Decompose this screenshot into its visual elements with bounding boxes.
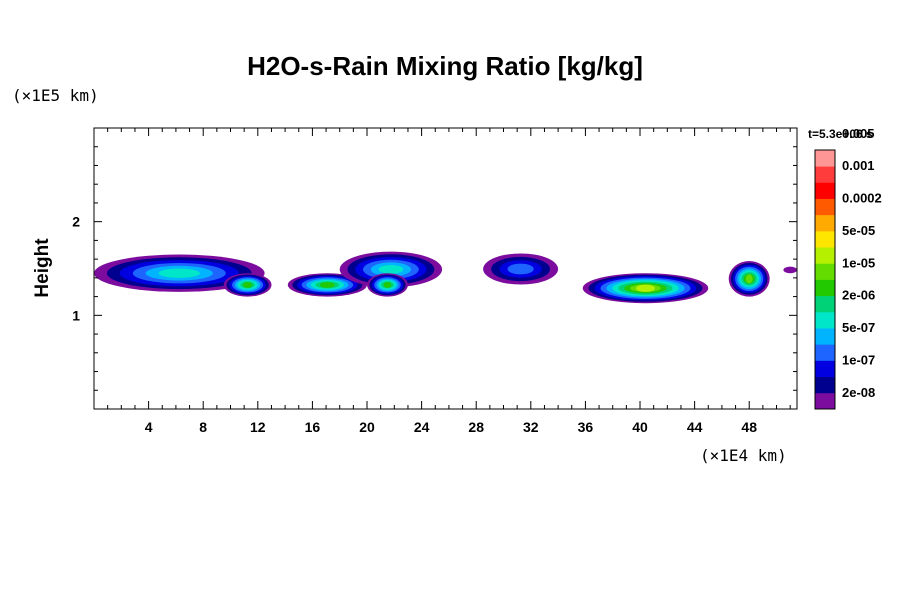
colorbar-swatch xyxy=(815,311,835,329)
colorbar-label: 5e-05 xyxy=(842,223,875,238)
colorbar-swatch xyxy=(815,360,835,378)
colorbar-frame xyxy=(814,149,836,410)
colorbar-swatch xyxy=(815,166,835,183)
colorbar-swatch xyxy=(815,198,835,216)
colorbar-swatch xyxy=(815,247,835,264)
x-tick-label: 48 xyxy=(741,419,757,435)
colorbar-swatch xyxy=(815,376,835,394)
x-tick-label: 28 xyxy=(468,419,484,435)
cloud-contour xyxy=(383,282,392,288)
cloud-band xyxy=(223,273,272,297)
colorbar-swatch xyxy=(815,328,835,345)
x-tick-label: 8 xyxy=(199,419,207,435)
colorbar-swatch xyxy=(815,392,835,410)
x-tick-label: 4 xyxy=(145,419,153,435)
time-label: t=5.3e+06 s xyxy=(808,127,873,141)
colorbar-swatch xyxy=(815,230,835,248)
cloud-band xyxy=(483,253,559,285)
chart-title: H2O-s-Rain Mixing Ratio [kg/kg] xyxy=(247,51,643,81)
colorbar-swatch xyxy=(815,214,835,232)
cloud-field xyxy=(94,251,797,304)
cloud-contour xyxy=(507,263,534,275)
x-tick-label: 24 xyxy=(414,419,430,435)
x-unit-label: (×1E4 km) xyxy=(700,446,787,465)
cloud-band xyxy=(94,254,265,292)
cloud-contour xyxy=(158,268,200,278)
cloud-band xyxy=(582,273,709,304)
x-tick-label: 40 xyxy=(632,419,648,435)
cloud-contour xyxy=(783,266,797,274)
x-tick-label: 12 xyxy=(250,419,266,435)
colorbar-swatch xyxy=(815,263,835,280)
cloud-band xyxy=(339,251,443,288)
cloud-band xyxy=(783,266,797,274)
y-tick-label: 2 xyxy=(72,214,80,230)
x-tick-label: 36 xyxy=(578,419,594,435)
colorbar: 2e-08 1e-07 5e-07 2e-06 1e-05 5e-05 0.0002 0.00… xyxy=(814,126,882,410)
cloud-band xyxy=(367,273,408,297)
cloud-contour xyxy=(320,282,335,288)
cloud-band xyxy=(728,261,770,297)
cloud-contour xyxy=(243,282,253,288)
y-tick-label: 1 xyxy=(72,307,80,323)
cloud-contour xyxy=(636,284,655,292)
x-tick-label: 16 xyxy=(305,419,321,435)
colorbar-swatch xyxy=(815,344,835,361)
plot-frame xyxy=(93,127,798,410)
x-tick-label: 20 xyxy=(359,419,375,435)
x-tick-label: 32 xyxy=(523,419,539,435)
colorbar-label: 5e-07 xyxy=(842,320,875,335)
colorbar-label: 2e-08 xyxy=(842,385,875,400)
colorbar-label: 0.0002 xyxy=(842,191,882,206)
y-axis-label: Height xyxy=(32,238,53,298)
colorbar-label: 2e-06 xyxy=(842,288,875,303)
colorbar-label: 1e-07 xyxy=(842,352,875,367)
colorbar-swatch xyxy=(815,295,835,313)
cloud-contour xyxy=(745,274,753,284)
colorbar-label: 1e-05 xyxy=(842,255,875,270)
y-unit-label: (×1E5 km) xyxy=(12,86,99,105)
cloud-band xyxy=(287,273,367,297)
colorbar-swatch xyxy=(815,279,835,297)
colorbar-swatch xyxy=(815,182,835,199)
cloud-contour xyxy=(378,265,404,274)
x-tick-label: 44 xyxy=(687,419,703,435)
colorbar-label: 0.005 xyxy=(842,126,875,141)
colorbar-swatch xyxy=(815,150,835,167)
colorbar-label: 0.001 xyxy=(842,158,875,173)
